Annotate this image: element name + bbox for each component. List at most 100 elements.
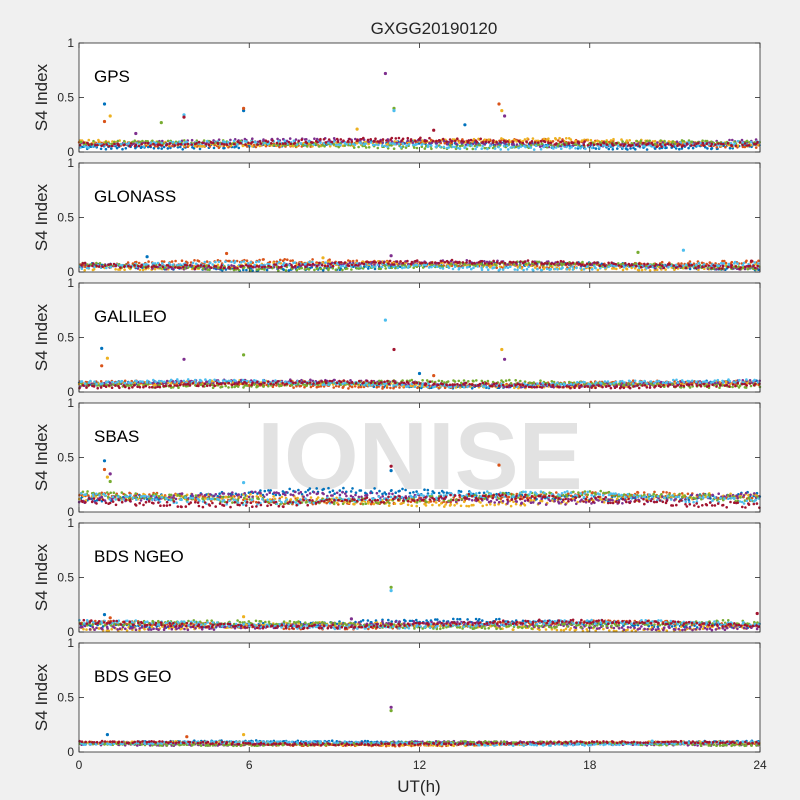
data-point (508, 378, 511, 382)
data-point (401, 266, 404, 270)
data-point (667, 266, 670, 269)
data-point (142, 385, 145, 389)
data-point (640, 380, 643, 384)
data-point (99, 380, 103, 383)
data-point (465, 261, 468, 264)
data-point (332, 140, 336, 143)
data-point (530, 140, 534, 143)
data-point (316, 267, 319, 270)
data-point (691, 146, 695, 150)
y-axis-label: S4 Index (32, 183, 51, 251)
data-point (500, 260, 504, 264)
data-point (319, 267, 323, 271)
data-point (426, 385, 430, 389)
data-point (134, 131, 138, 136)
data-point (381, 385, 385, 389)
data-point (193, 259, 196, 262)
data-point (415, 259, 419, 262)
data-point (157, 379, 161, 383)
data-point (257, 260, 261, 263)
data-point (504, 266, 507, 269)
data-point (607, 265, 610, 269)
data-point (490, 262, 493, 265)
data-point (280, 384, 283, 388)
data-point (212, 146, 216, 150)
data-point (262, 385, 265, 388)
data-point (451, 145, 455, 149)
data-point (660, 145, 663, 148)
data-point (582, 268, 586, 271)
data-point (432, 264, 436, 268)
data-point (415, 142, 419, 146)
data-point (228, 266, 231, 270)
data-point (357, 386, 360, 389)
data-point (333, 261, 337, 265)
data-point (513, 386, 516, 390)
data-point (506, 140, 509, 143)
data-point (350, 385, 354, 389)
data-point (191, 261, 195, 265)
data-point (463, 123, 467, 127)
data-point (526, 137, 529, 140)
data-point (401, 142, 405, 145)
data-point (356, 138, 359, 141)
data-point (137, 264, 140, 268)
data-point (552, 147, 555, 150)
data-point (519, 260, 522, 263)
data-point (263, 268, 266, 271)
data-point (289, 259, 292, 263)
data-point (329, 262, 332, 266)
data-point (209, 140, 213, 144)
data-point (144, 141, 147, 145)
data-point (96, 143, 99, 147)
data-point (299, 142, 303, 145)
data-point (260, 266, 264, 269)
panel-label: GPS (94, 67, 130, 86)
data-point (506, 148, 510, 151)
data-point (173, 384, 177, 387)
data-point (406, 139, 410, 142)
data-point (420, 384, 424, 388)
data-point (720, 267, 724, 270)
data-point (466, 144, 470, 147)
data-point (341, 268, 344, 272)
data-point (483, 262, 487, 265)
data-point (232, 142, 236, 146)
data-point (80, 267, 84, 271)
data-point (439, 145, 442, 149)
data-point (152, 146, 156, 150)
data-point (186, 261, 189, 265)
data-point (526, 259, 530, 262)
data-point (640, 268, 644, 272)
data-point (315, 143, 318, 146)
data-point (291, 381, 295, 385)
data-point (354, 137, 357, 141)
data-point (362, 381, 365, 384)
data-point (671, 144, 674, 148)
data-point (165, 379, 169, 383)
data-point (715, 145, 719, 149)
data-point (439, 266, 442, 270)
data-point (183, 139, 186, 142)
data-point (407, 381, 410, 385)
data-point (668, 263, 671, 266)
data-point (427, 266, 431, 269)
data-point (539, 147, 543, 151)
data-point (685, 142, 689, 145)
data-point (323, 264, 327, 268)
data-point (402, 381, 406, 385)
data-point (648, 139, 651, 143)
data-point (546, 262, 549, 265)
data-point (540, 142, 544, 145)
data-point (87, 146, 90, 150)
data-point (301, 263, 304, 266)
data-point (568, 266, 571, 270)
data-point (458, 141, 461, 144)
data-point (511, 140, 515, 144)
data-point (374, 137, 377, 140)
data-point (425, 139, 428, 143)
data-point (721, 264, 725, 268)
data-point (207, 264, 211, 268)
data-point (424, 261, 427, 265)
data-point (95, 264, 98, 268)
